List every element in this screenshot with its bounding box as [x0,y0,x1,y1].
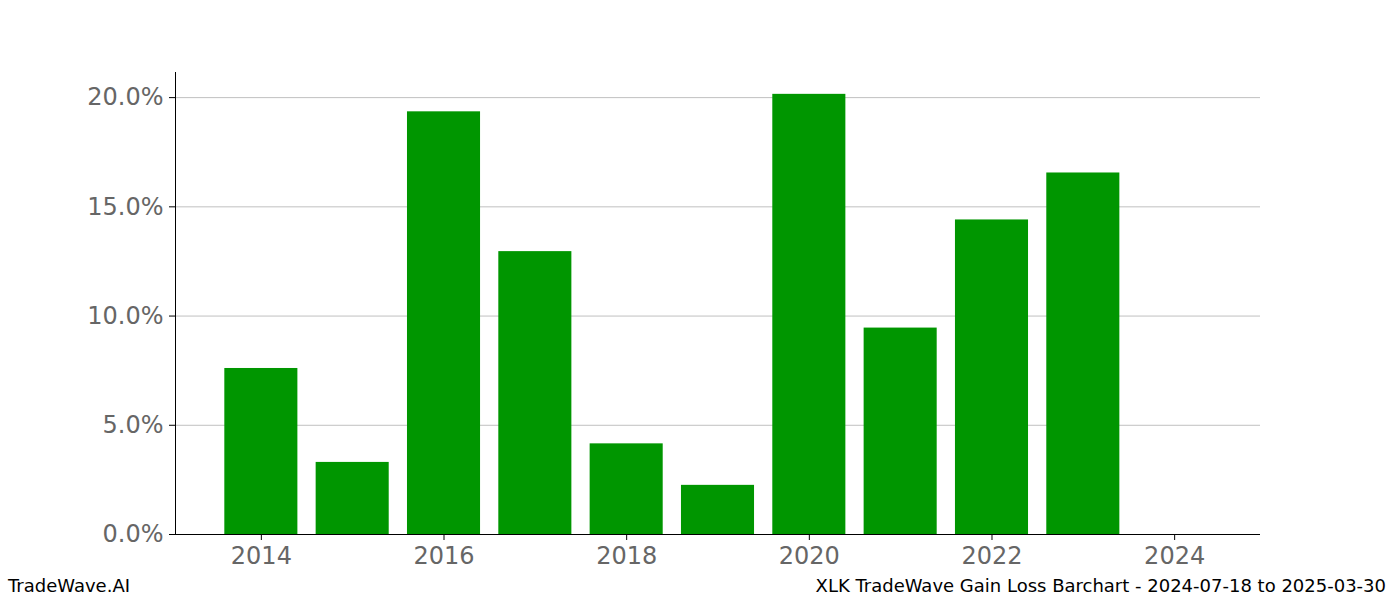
svg-text:2022: 2022 [961,542,1022,570]
svg-text:0.0%: 0.0% [103,520,164,548]
svg-text:10.0%: 10.0% [87,302,163,330]
svg-text:2016: 2016 [413,542,474,570]
svg-text:15.0%: 15.0% [87,193,163,221]
svg-text:2024: 2024 [1144,542,1205,570]
svg-text:2018: 2018 [596,542,657,570]
svg-text:2020: 2020 [779,542,840,570]
html-text:XLK TradeWave Gain Loss Barcha: XLK TradeWave Gain Loss Barchart - 2024-… [815,574,1386,596]
svg-text:5.0%: 5.0% [103,411,164,439]
html-text:TradeWave.AI: TradeWave.AI [8,574,130,596]
svg-text:20.0%: 20.0% [87,83,163,111]
svg-text:2014: 2014 [231,542,292,570]
